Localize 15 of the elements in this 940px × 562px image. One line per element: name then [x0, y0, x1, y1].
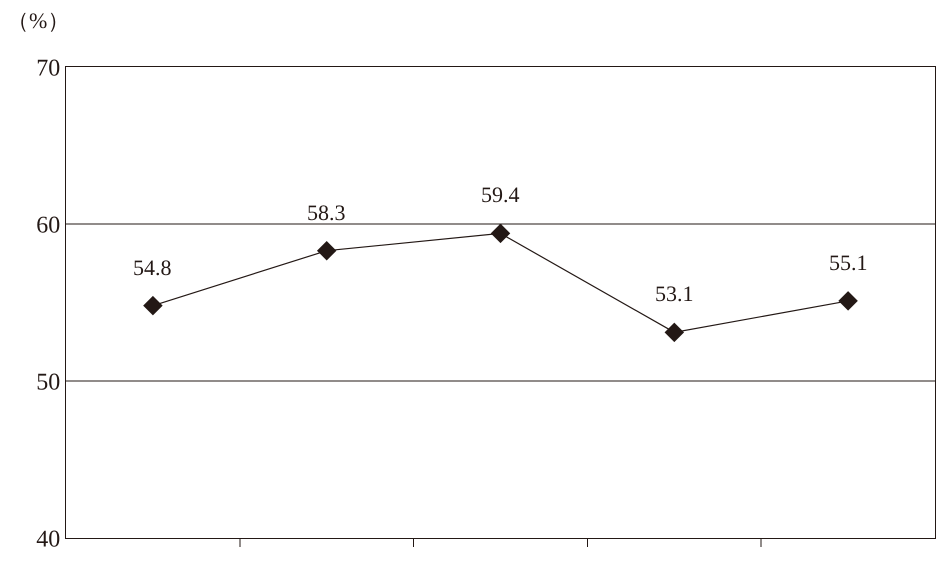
data-label: 54.8: [133, 255, 172, 280]
data-label: 59.4: [481, 182, 520, 207]
y-tick-label: 60: [36, 212, 60, 238]
point: [490, 224, 510, 244]
data-label: 58.3: [307, 200, 346, 225]
point: [664, 322, 684, 342]
point: [316, 240, 336, 260]
data-label: 53.1: [655, 281, 694, 306]
y-tick-label: 70: [36, 55, 60, 82]
y-axis-title: （%）: [7, 8, 70, 33]
point: [838, 291, 858, 311]
point: [143, 296, 163, 316]
data-label: 55.1: [829, 250, 868, 275]
y-tick-label: 40: [36, 526, 60, 552]
y-tick-label: 50: [36, 369, 60, 396]
